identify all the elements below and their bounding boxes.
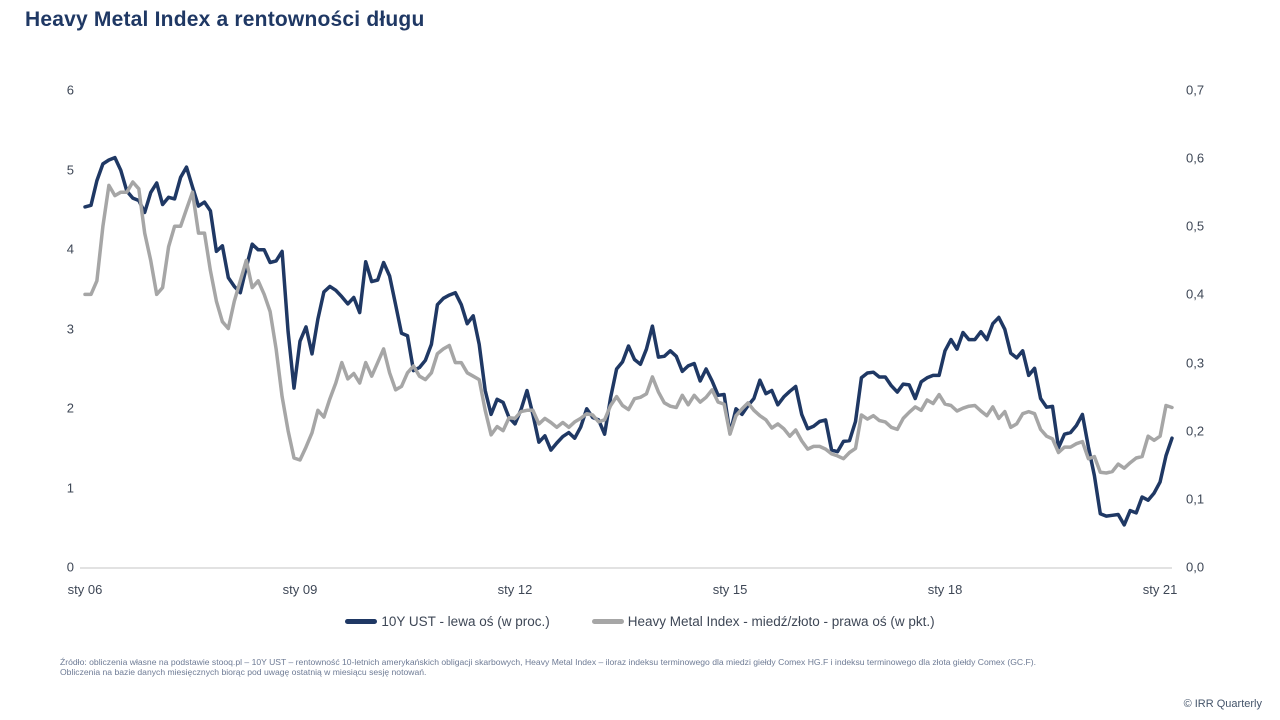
series-line-10y-ust bbox=[83, 155, 1174, 527]
axis-tick-label: 2 bbox=[66, 400, 74, 416]
axis-tick-label: sty 12 bbox=[497, 582, 533, 597]
axis-tick-label: 4 bbox=[66, 241, 74, 257]
axis-tick-label: 0,6 bbox=[1186, 150, 1205, 166]
page-title: Heavy Metal Index a rentowności długu bbox=[25, 8, 425, 31]
copyright-note: © IRR Quarterly bbox=[1183, 698, 1262, 710]
axis-tick-label: 0,3 bbox=[1186, 355, 1205, 371]
axis-tick-label: sty 09 bbox=[282, 582, 318, 597]
axis-tick-label: 3 bbox=[66, 321, 74, 336]
series-line-heavy-metal-index bbox=[83, 180, 1174, 475]
axis-tick-label: sty 06 bbox=[67, 582, 103, 597]
axis-tick-label: 0,5 bbox=[1186, 218, 1205, 234]
legend-item-heavy-metal-index: Heavy Metal Index - miedź/złoto - prawa … bbox=[591, 614, 935, 629]
axis-tick-label: 0,7 bbox=[1186, 82, 1205, 98]
legend-label: Heavy Metal Index - miedź/złoto - prawa … bbox=[627, 614, 935, 629]
legend-item-10y-ust: 10Y UST - lewa oś (w proc.) bbox=[345, 614, 550, 629]
axis-tick-label: 0,4 bbox=[1186, 286, 1205, 302]
legend-label: 10Y UST - lewa oś (w proc.) bbox=[381, 614, 550, 629]
axis-tick-label: 1 bbox=[66, 480, 74, 495]
axis-tick-label: 0,2 bbox=[1186, 423, 1205, 439]
axis-tick-label: sty 18 bbox=[927, 582, 963, 597]
axis-tick-label: 0 bbox=[66, 559, 74, 575]
chart-legend: 10Y UST - lewa oś (w proc.) Heavy Metal … bbox=[0, 614, 1280, 629]
axis-tick-label: 0,0 bbox=[1186, 559, 1205, 575]
axis-tick-label: sty 21 bbox=[1142, 582, 1178, 597]
axis-tick-label: 5 bbox=[66, 162, 74, 177]
axis-tick-label: sty 15 bbox=[712, 582, 748, 597]
source-footnote: Źródło: obliczenia własne na podstawie s… bbox=[60, 657, 1037, 677]
legend-swatch-navy-line bbox=[345, 619, 378, 624]
axis-tick-label: 0,1 bbox=[1186, 491, 1205, 507]
axis-tick-label: 6 bbox=[66, 82, 74, 98]
legend-swatch-gray-line bbox=[591, 619, 624, 624]
